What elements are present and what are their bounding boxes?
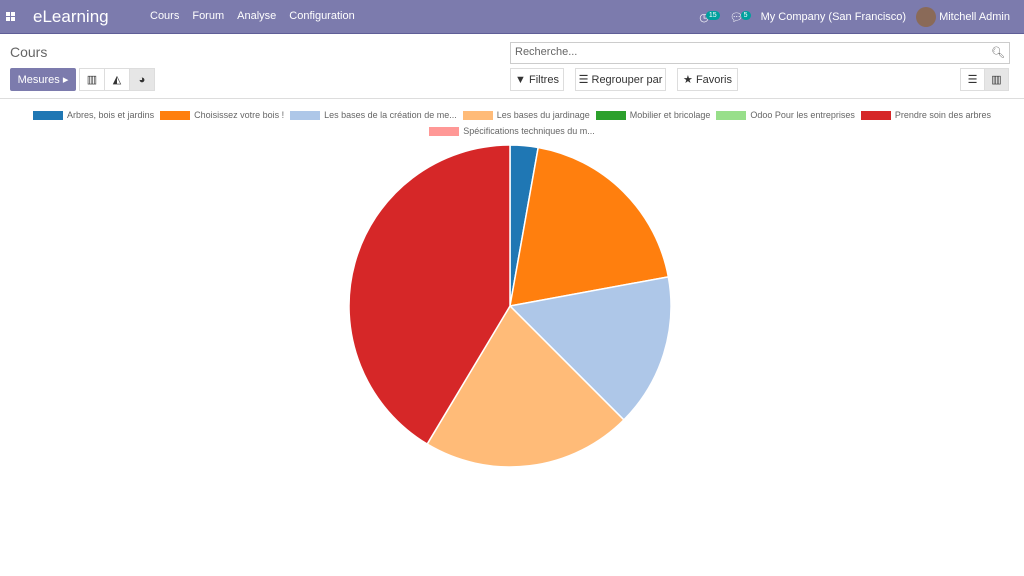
favorites-button[interactable]: ★ Favoris xyxy=(677,68,738,91)
app-brand[interactable]: eLearning xyxy=(33,7,109,26)
clock-icon: ◷ xyxy=(699,11,709,24)
company-switcher[interactable]: My Company (San Francisco) xyxy=(760,11,907,23)
user-name: Mitchell Admin xyxy=(939,10,1010,23)
graph-view-button[interactable]: ▥ xyxy=(984,68,1009,91)
activity-badge: 15 xyxy=(705,10,720,20)
activity-button[interactable]: ◷15 xyxy=(699,10,720,24)
favorites-label: Favoris xyxy=(695,73,732,86)
legend-swatch xyxy=(860,111,891,121)
menu-configuration[interactable]: Configuration xyxy=(289,10,355,22)
pie-slice[interactable] xyxy=(426,304,625,468)
legend-label: Choisissez votre bois ! xyxy=(194,110,285,120)
chat-icon: 💬︎ xyxy=(729,11,744,24)
divider xyxy=(0,98,1024,99)
pie-slice[interactable] xyxy=(348,144,511,446)
mesures-label: Mesures xyxy=(17,73,60,86)
star-icon: ★ xyxy=(683,74,693,86)
legend-swatch xyxy=(462,111,493,121)
legend-item[interactable]: Spécifications techniques du m... xyxy=(429,123,595,139)
legend-swatch xyxy=(290,111,321,121)
group-by-label: Regrouper par xyxy=(591,73,663,86)
search-placeholder: Recherche... xyxy=(515,46,578,58)
page-title: Cours xyxy=(10,44,48,60)
legend-swatch xyxy=(33,111,64,121)
chart-legend: Arbres, bois et jardins Choisissez votre … xyxy=(0,107,1024,139)
messages-button[interactable]: 💬︎5 xyxy=(729,10,751,24)
legend-item[interactable]: Choisissez votre bois ! xyxy=(160,107,284,123)
apps-menu-icon[interactable] xyxy=(6,12,15,21)
user-menu[interactable]: Mitchell Admin xyxy=(916,7,1010,27)
legend-item[interactable]: Les bases de la création de me... xyxy=(290,107,457,123)
legend-label: Les bases du jardinage xyxy=(496,110,590,120)
pie-chart-icon: ◕ xyxy=(138,73,146,86)
filters-label: Filtres xyxy=(529,73,559,86)
pie-chart-button[interactable]: ◕ xyxy=(129,68,155,91)
menu-forum[interactable]: Forum xyxy=(192,10,225,22)
legend-swatch xyxy=(429,127,460,137)
bar-chart-icon: ▥ xyxy=(86,74,98,86)
legend-item[interactable]: Prendre soin des arbres xyxy=(860,107,991,123)
area-chart-icon: ◭ xyxy=(112,74,122,86)
group-by-button[interactable]: ☰ Regrouper par xyxy=(575,68,666,91)
legend-label: Mobilier et bricolage xyxy=(629,110,711,120)
filter-icon: ▼ xyxy=(515,73,526,86)
legend-label: Spécifications techniques du m... xyxy=(463,126,595,136)
avatar xyxy=(916,7,937,27)
legend-swatch xyxy=(595,111,626,121)
legend-item[interactable]: Les bases du jardinage xyxy=(462,107,590,123)
menu-cours[interactable]: Cours xyxy=(150,10,180,22)
pie-slice[interactable] xyxy=(508,275,672,421)
graph-view-icon: ▥ xyxy=(991,74,1002,86)
legend-label: Arbres, bois et jardins xyxy=(67,110,155,120)
search-input[interactable]: Recherche... 🔍︎ xyxy=(510,42,1010,64)
legend-label: Les bases de la création de me... xyxy=(324,110,457,120)
filters-button[interactable]: ▼ Filtres xyxy=(510,68,564,91)
legend-label: Prendre soin des arbres xyxy=(894,110,991,120)
legend-label: Odoo Pour les entreprises xyxy=(750,110,855,120)
legend-swatch xyxy=(160,111,191,121)
list-icon: ☰ xyxy=(578,74,589,86)
legend-swatch xyxy=(716,111,747,121)
legend-item[interactable]: Odoo Pour les entreprises xyxy=(716,107,855,123)
messages-badge: 5 xyxy=(740,10,751,20)
menu-analyse[interactable]: Analyse xyxy=(237,10,277,22)
pie-slice[interactable] xyxy=(509,146,670,307)
list-view-icon: ☰ xyxy=(967,74,978,86)
top-navbar: eLearning Cours Forum Analyse Configurat… xyxy=(0,0,1024,34)
mesures-button[interactable]: Mesures ▸ xyxy=(10,68,76,91)
search-icon[interactable]: 🔍︎ xyxy=(991,47,1005,59)
legend-item[interactable]: Mobilier et bricolage xyxy=(595,107,711,123)
legend-item[interactable]: Arbres, bois et jardins xyxy=(33,107,154,123)
